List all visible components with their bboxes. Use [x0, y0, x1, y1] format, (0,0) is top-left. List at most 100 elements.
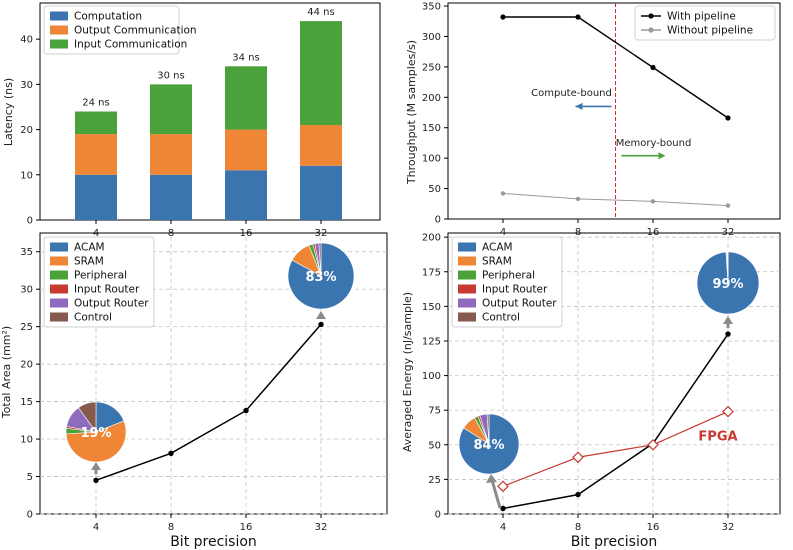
latency-bar-segment	[300, 165, 342, 220]
area-ytick-label: 20	[20, 360, 33, 371]
latency-total-label: 44 ns	[307, 7, 334, 18]
energy-ytick-label: 175	[422, 267, 441, 278]
throughput-ytick-label: 350	[422, 2, 441, 13]
energy-ytick-label: 125	[422, 336, 441, 347]
latency-bar-segment	[150, 84, 192, 135]
area-pie-arrow-head	[91, 462, 101, 470]
area-pie-32-label: 83%	[305, 270, 336, 285]
latency-ytick-label: 40	[20, 35, 33, 46]
energy-ytick-label: 25	[428, 475, 441, 486]
throughput-point	[725, 203, 731, 208]
energy-legend-swatch	[458, 284, 476, 294]
energy-pie-4-slice	[486, 413, 490, 445]
latency-legend-swatch	[50, 25, 68, 35]
energy-ytick-label: 75	[428, 406, 441, 417]
energy-legend-entry: Output Router	[482, 298, 557, 310]
area-legend-entry: Output Router	[74, 298, 149, 310]
latency-legend-swatch	[50, 39, 68, 49]
latency-legend-entry: Input Communication	[74, 39, 187, 51]
area-legend-swatch	[50, 298, 68, 308]
energy-ytick-label: 200	[422, 233, 441, 244]
area-legend-entry: ACAM	[74, 242, 105, 254]
throughput-point	[500, 191, 506, 196]
area-legend-swatch	[50, 284, 68, 294]
energy-legend-swatch	[458, 298, 476, 308]
area-ytick-label: 0	[27, 510, 33, 521]
latency-legend-entry: Output Communication	[74, 25, 197, 37]
area-frame	[39, 232, 388, 515]
area-pie-4-label: 19%	[80, 426, 111, 441]
throughput-ytick-label: 300	[422, 32, 441, 43]
area-legend-swatch	[50, 312, 68, 322]
throughput-legend-box	[634, 5, 776, 41]
area-xtick-label: 8	[168, 522, 174, 533]
energy-xtick-label: 4	[500, 522, 506, 533]
throughput-point	[575, 14, 581, 20]
energy-legend-box	[451, 236, 563, 328]
throughput-ytick-label: 200	[422, 93, 441, 104]
energy-pie-32-label: 99%	[712, 277, 743, 292]
area-xtick-label: 4	[93, 522, 99, 533]
latency-legend-entry: Computation	[74, 11, 142, 23]
throughput-point	[725, 115, 731, 121]
energy-point	[575, 491, 581, 498]
area-pie-4-slice	[65, 420, 127, 463]
latency-ylabel: Latency (ns)	[2, 78, 15, 146]
fpga-point	[647, 438, 659, 451]
energy-legend-swatch	[458, 270, 476, 280]
area-ytick-label: 30	[20, 285, 33, 296]
area-legend-box	[43, 236, 155, 328]
energy-legend-entry: ACAM	[482, 242, 513, 254]
energy-ytick-label: 100	[422, 371, 441, 382]
energy-legend-entry: Peripheral	[482, 270, 535, 282]
throughput-legend-entry: Without pipeline	[667, 25, 753, 37]
area-legend-entry: Control	[74, 312, 112, 324]
area-legend-swatch	[50, 256, 68, 266]
area-line	[95, 323, 322, 481]
energy-legend-swatch	[458, 312, 476, 322]
throughput-ytick-label: 250	[422, 62, 441, 73]
area-legend-swatch	[50, 242, 68, 252]
area-ytick-label: 15	[20, 397, 33, 408]
fpga-label: FPGA	[698, 430, 737, 445]
memory-bound-label: Memory-bound	[616, 138, 692, 149]
fpga-point	[722, 405, 734, 418]
throughput-ytick-label: 50	[428, 184, 441, 195]
energy-xtick-label: 8	[575, 522, 581, 533]
throughput-legend-marker	[648, 13, 654, 19]
latency-bar-segment	[225, 170, 267, 220]
energy-pie-4-label: 84%	[473, 438, 504, 453]
area-legend-entry: Peripheral	[74, 270, 127, 282]
memory-bound-arrow-head	[658, 152, 666, 160]
energy-ytick-label: 150	[422, 302, 441, 313]
area-legend-swatch	[50, 270, 68, 280]
latency-bar-segment	[300, 125, 342, 166]
compute-bound-arrow-head	[575, 102, 583, 110]
energy-ytick-label: 0	[435, 510, 441, 521]
latency-legend-swatch	[50, 11, 68, 21]
area-ylabel: Total Area (mm²)	[0, 326, 13, 419]
latency-bar-segment	[75, 111, 117, 135]
latency-bar-segment	[225, 129, 267, 171]
energy-legend-entry: Control	[482, 312, 520, 324]
energy-line	[502, 333, 729, 510]
area-ytick-label: 35	[20, 247, 33, 258]
latency-bar-segment	[150, 134, 192, 175]
latency-total-label: 30 ns	[157, 70, 184, 81]
energy-point	[500, 505, 506, 512]
area-xlabel: Bit precision	[170, 534, 257, 550]
latency-frame	[39, 2, 381, 221]
energy-xtick-label: 16	[647, 522, 660, 533]
throughput-legend-marker	[648, 27, 654, 33]
fpga-point	[572, 451, 584, 464]
area-ytick-label: 5	[27, 472, 33, 483]
area-point	[243, 407, 249, 414]
latency-total-label: 24 ns	[82, 98, 109, 109]
latency-bar-segment	[75, 174, 117, 220]
throughput-ytick-label: 100	[422, 154, 441, 165]
area-legend-entry: SRAM	[74, 256, 104, 268]
throughput-point	[650, 199, 656, 204]
throughput-point	[500, 14, 506, 20]
area-point	[168, 450, 174, 457]
